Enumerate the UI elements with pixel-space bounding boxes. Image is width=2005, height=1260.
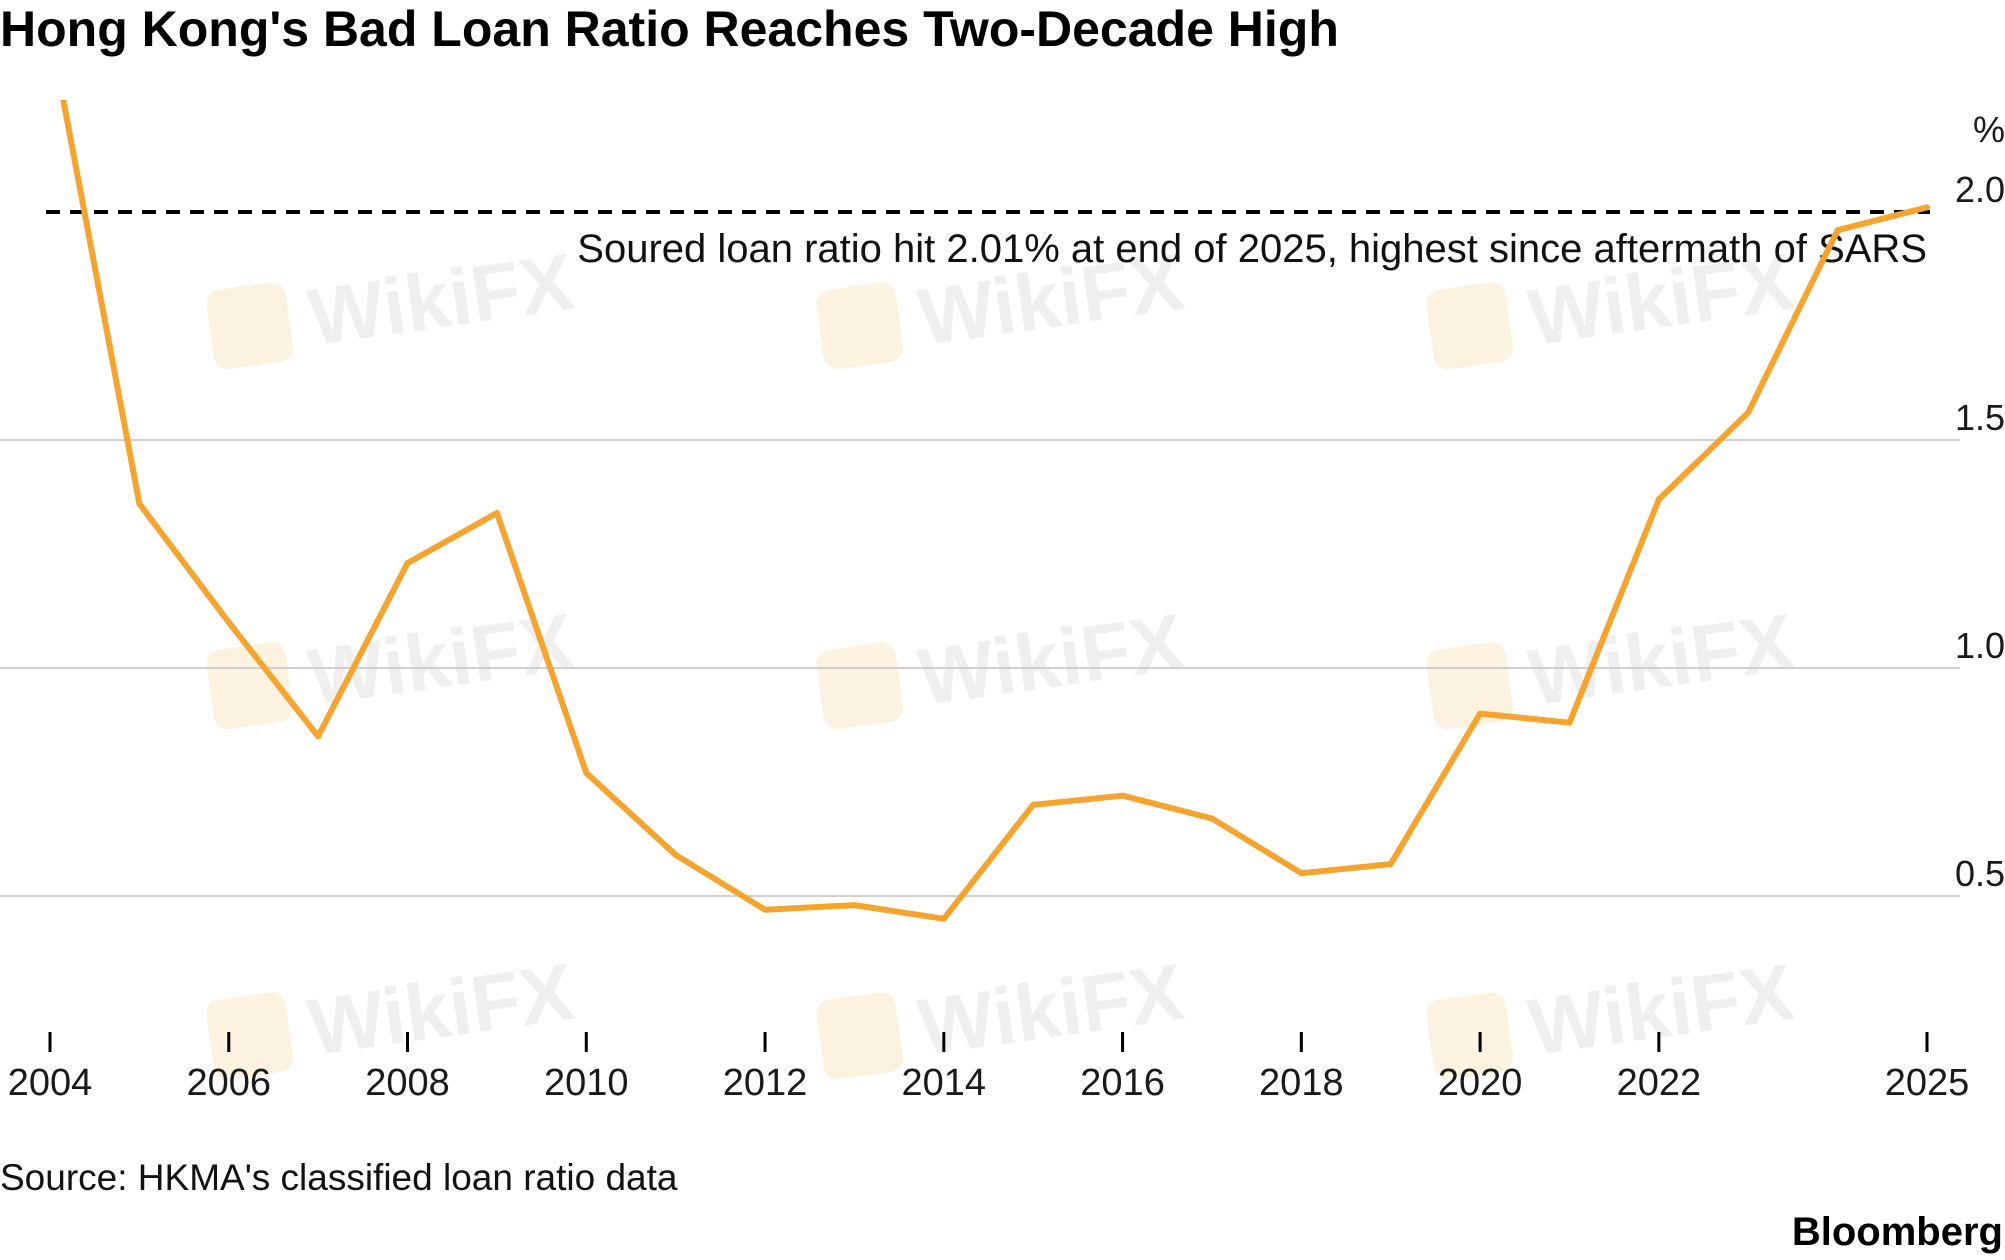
data-point — [1477, 710, 1484, 717]
data-point — [1387, 861, 1394, 868]
watermark-text: WikiFX — [913, 597, 1189, 722]
data-point — [136, 500, 143, 507]
y-tick-label: 1.5 — [1955, 397, 2005, 438]
data-point — [1298, 870, 1305, 877]
watermark-text: WikiFX — [913, 947, 1189, 1072]
data-point — [493, 509, 500, 516]
data-point — [940, 915, 947, 922]
chart-title: Hong Kong's Bad Loan Ratio Reaches Two-D… — [0, 1, 1339, 57]
data-point — [672, 851, 679, 858]
data-point — [225, 619, 232, 626]
data-point — [1745, 409, 1752, 416]
series-line — [60, 100, 1930, 922]
watermark-text: WikiFX — [303, 237, 579, 362]
data-point — [1208, 815, 1215, 822]
grid-layer — [0, 439, 1960, 897]
x-tick-label: 2016 — [1080, 1062, 1165, 1104]
x-tick-label: 2012 — [723, 1062, 808, 1104]
data-point — [315, 733, 322, 740]
reference-annotation: Soured loan ratio hit 2.01% at end of 20… — [577, 227, 1927, 271]
data-point — [404, 560, 411, 567]
watermark-icon — [816, 282, 904, 370]
data-point — [1834, 227, 1841, 234]
data-point — [583, 769, 590, 776]
series-layer — [60, 100, 1930, 922]
x-tick-label: 2006 — [186, 1062, 271, 1104]
watermark-text: WikiFX — [1523, 947, 1799, 1072]
brand-logo: Bloomberg — [1792, 1210, 2003, 1254]
source-note: Source: HKMA's classified loan ratio dat… — [0, 1157, 678, 1198]
x-tick-label: 2020 — [1438, 1062, 1523, 1104]
watermark-text: WikiFX — [1523, 597, 1799, 722]
data-point — [1655, 496, 1662, 503]
watermark: WikiFX — [206, 237, 579, 370]
y-tick-label: 2.0 — [1955, 169, 2005, 210]
x-tick-label: 2025 — [1885, 1062, 1970, 1104]
watermark-icon — [816, 992, 904, 1080]
watermark-text: WikiFX — [303, 597, 579, 722]
x-tick-label: 2010 — [544, 1062, 629, 1104]
y-axis-unit: % — [1973, 109, 2005, 150]
watermark-icon — [816, 642, 904, 730]
x-tick-label: 2004 — [8, 1062, 93, 1104]
data-point — [1030, 801, 1037, 808]
y-axis-ticks: 0.5 1.0 1.5 2.0 — [1955, 169, 2005, 894]
x-axis-ticks: 2004 2006 2008 2010 2012 2014 2016 2018 2020 2022… — [8, 1032, 1970, 1104]
watermark-icon — [206, 992, 294, 1080]
watermark-icon — [1426, 992, 1514, 1080]
x-tick-label: 2014 — [902, 1062, 987, 1104]
x-tick-label: 2008 — [365, 1062, 450, 1104]
data-point — [1119, 792, 1126, 799]
y-tick-label: 1.0 — [1955, 625, 2005, 666]
x-tick-label: 2022 — [1617, 1062, 1702, 1104]
watermark-icon — [206, 282, 294, 370]
watermark-layer: WikiFX WikiFX WikiFX WikiFX WikiFX WikiFX Wiki… — [206, 237, 1799, 1080]
watermark-text: WikiFX — [303, 947, 579, 1072]
data-point — [1566, 719, 1573, 726]
x-tick-label: 2018 — [1259, 1062, 1344, 1104]
watermark-icon — [1426, 642, 1514, 730]
data-point — [762, 906, 769, 913]
data-point — [851, 902, 858, 909]
data-point — [1924, 204, 1930, 211]
watermark-icon — [1426, 282, 1514, 370]
y-tick-label: 0.5 — [1955, 853, 2005, 894]
watermark-icon — [206, 642, 294, 730]
watermark: WikiFX — [816, 597, 1189, 730]
